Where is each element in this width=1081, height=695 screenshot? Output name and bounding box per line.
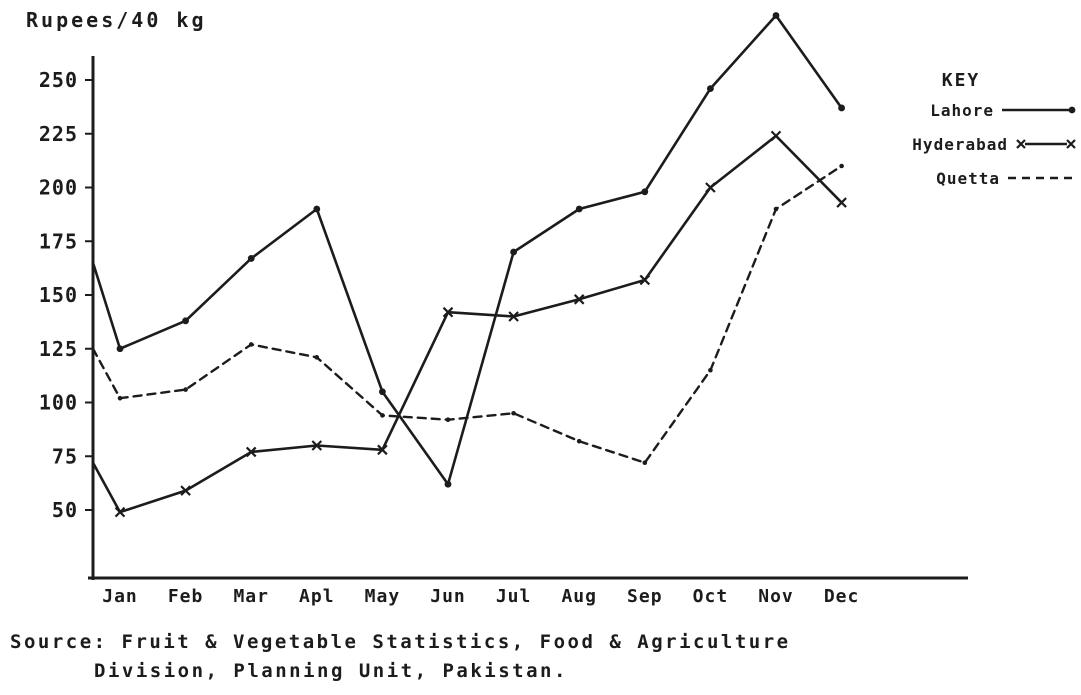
svg-text:Sep: Sep bbox=[627, 586, 663, 607]
svg-text:Nov: Nov bbox=[758, 586, 794, 607]
source-citation: Source: Fruit & Vegetable Statistics, Fo… bbox=[10, 628, 791, 687]
svg-text:Jul: Jul bbox=[496, 586, 532, 607]
legend-entry-lahore: Lahore bbox=[872, 99, 1078, 121]
svg-text:Apl: Apl bbox=[299, 586, 335, 607]
chart-canvas: 250 225 200 175 150 125 100 75 50 Jan Feb Mar Apl May… bbox=[39, 12, 968, 607]
legend-label-quetta: Quetta bbox=[936, 168, 1000, 188]
legend-label-hyderabad: Hyderabad bbox=[912, 134, 1008, 154]
dashed-line-icon bbox=[1008, 176, 1074, 180]
svg-text:Mar: Mar bbox=[233, 586, 269, 607]
legend-entry-quetta: Quetta bbox=[872, 167, 1078, 189]
svg-text:200: 200 bbox=[39, 176, 78, 200]
svg-text:Jun: Jun bbox=[430, 586, 466, 607]
svg-text:Feb: Feb bbox=[168, 586, 204, 607]
svg-text:Oct: Oct bbox=[693, 586, 729, 607]
svg-text:50: 50 bbox=[52, 498, 78, 522]
svg-text:125: 125 bbox=[39, 337, 78, 361]
svg-text:Jan: Jan bbox=[102, 586, 138, 607]
svg-text:Aug: Aug bbox=[561, 586, 597, 607]
svg-text:225: 225 bbox=[39, 122, 78, 146]
svg-text:250: 250 bbox=[39, 68, 78, 92]
svg-text:100: 100 bbox=[39, 391, 78, 415]
svg-text:May: May bbox=[365, 586, 401, 607]
svg-text:150: 150 bbox=[39, 283, 78, 307]
chart-title: Rupees/40 kg bbox=[26, 8, 207, 32]
svg-text:175: 175 bbox=[39, 229, 78, 253]
svg-text:75: 75 bbox=[52, 444, 78, 468]
legend-entry-hyderabad: Hyderabad bbox=[872, 133, 1078, 155]
legend-heading: KEY bbox=[941, 70, 981, 91]
solid-line-dot-icon bbox=[1002, 106, 1076, 114]
legend-label-lahore: Lahore bbox=[930, 100, 994, 120]
svg-text:Dec: Dec bbox=[824, 586, 860, 607]
source-line-2: Division, Planning Unit, Pakistan. bbox=[94, 660, 568, 683]
chart-legend: KEY Lahore Hyderabad Quetta bbox=[872, 70, 1078, 201]
solid-line-x-icon bbox=[1016, 139, 1076, 149]
source-line-1: Source: Fruit & Vegetable Statistics, Fo… bbox=[10, 631, 791, 653]
